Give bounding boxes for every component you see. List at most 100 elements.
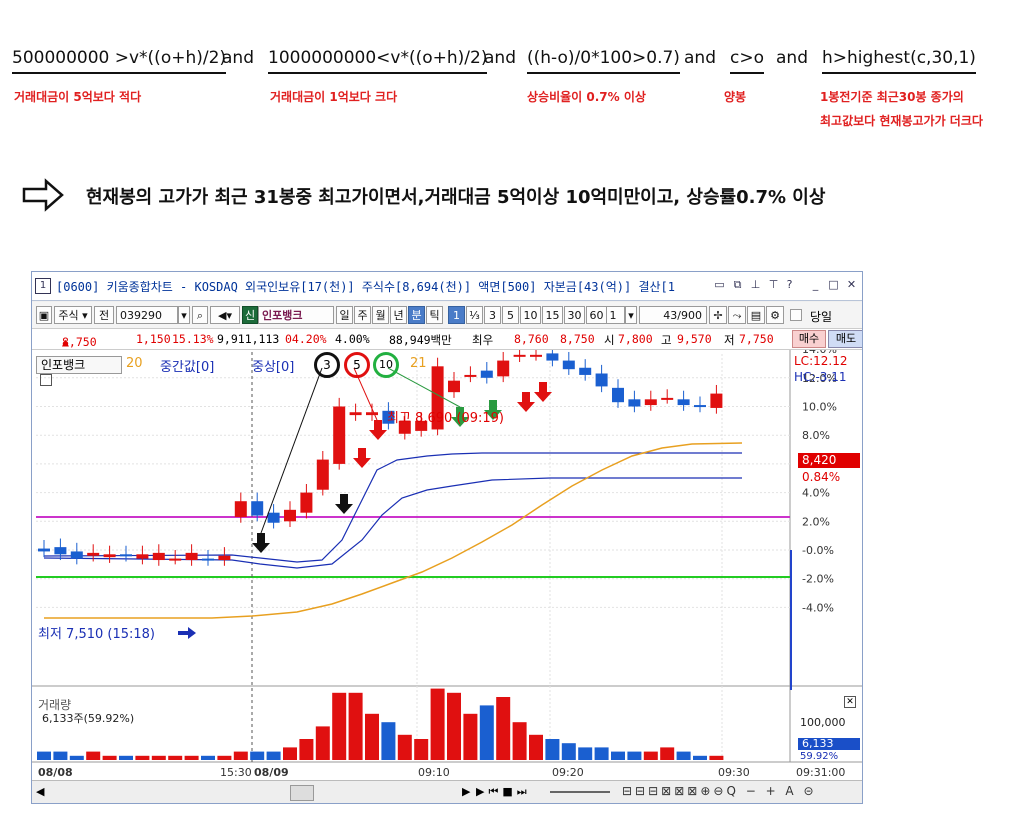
black-down-arrow-icon (252, 533, 270, 553)
period-2[interactable]: 월 (372, 306, 389, 324)
turnover-rate: 4.00% (335, 332, 370, 346)
period-3[interactable]: 년 (390, 306, 407, 324)
minute-60[interactable]: 60 (586, 306, 607, 324)
volume-bar (414, 739, 429, 760)
playback-controls[interactable]: ▶⏮■⏭ (476, 785, 531, 798)
minute-30[interactable]: 30 (564, 306, 585, 324)
speed-slider[interactable] (550, 791, 610, 793)
scroll-right-icon[interactable]: ▶ (462, 785, 471, 798)
scroll-bar[interactable]: ◀ ▶ ▶⏮■⏭ ⊟⊟⊟⊠⊠⊠⊕⊖Q − + A ⊝ (32, 780, 862, 803)
scroll-thumb[interactable] (290, 785, 314, 801)
chart-window: 1 [0600] 키움종합차트 - KOSDAQ 외국인보유[17(천)] 주식… (31, 271, 863, 804)
period-4[interactable]: 분 (408, 306, 425, 324)
close-icon[interactable]: ✕ (846, 278, 857, 291)
volume-bar (37, 751, 51, 760)
maximize-icon[interactable]: □ (828, 278, 839, 291)
minute-15[interactable]: 15 (542, 306, 563, 324)
candle (218, 555, 231, 561)
code-prefix[interactable]: 전 (94, 306, 114, 324)
red-down-arrow-icon (534, 382, 552, 402)
settings-icon[interactable]: ⚙ (766, 306, 784, 324)
count-dropdown-icon[interactable]: ▾ (625, 306, 637, 324)
volume-bar (529, 734, 543, 760)
copy-icon[interactable]: ⧉ (733, 278, 742, 291)
layout-icon[interactable]: ▣ (36, 306, 52, 324)
minute-1[interactable]: 1 (448, 306, 465, 324)
black-down-arrow-icon (335, 494, 353, 514)
and-4: and (776, 48, 808, 68)
minute-10[interactable]: 10 (520, 306, 541, 324)
pin-icon[interactable]: ⊥ (750, 278, 761, 291)
y-tick-label: 14.0% (802, 350, 837, 356)
lower-band-line (43, 477, 742, 569)
period-5[interactable]: 틱 (426, 306, 443, 324)
crosshair-icon[interactable]: ✢ (709, 306, 727, 324)
period-0[interactable]: 일 (336, 306, 353, 324)
minute-3[interactable]: 3 (484, 306, 501, 324)
minute-⅓[interactable]: ⅓ (466, 306, 483, 324)
today-checkbox[interactable] (790, 309, 802, 321)
period-1[interactable]: 주 (354, 306, 371, 324)
candle (152, 552, 165, 561)
trend-icon[interactable]: ⤳ (728, 306, 746, 324)
high-annotation: 최고 8,690 (09:19) (387, 411, 505, 426)
volume-bar (496, 697, 511, 760)
sound-icon[interactable]: ◀▾ (210, 306, 240, 324)
restore-icon[interactable]: ▭ (714, 278, 725, 291)
volume-bar (53, 751, 68, 760)
count-input[interactable]: 43/900 (639, 306, 707, 324)
new-listing-badge: 신 (242, 306, 258, 324)
y-tick-label: 12.0% (802, 372, 837, 385)
candle (169, 558, 182, 561)
volume-bar (693, 755, 707, 760)
window-index[interactable]: 1 (35, 278, 51, 294)
buy-button[interactable]: 매수 (792, 330, 826, 348)
upper-label: 중상[0] (252, 360, 295, 375)
volume-bar (447, 692, 461, 760)
save-icon[interactable]: ▤ (747, 306, 765, 324)
mid-label: 중간값[0] (160, 360, 215, 375)
volume-bar (184, 755, 199, 760)
volume-bar (283, 747, 297, 760)
stock-legend[interactable]: 인포뱅크 (36, 356, 122, 374)
candle (316, 459, 329, 490)
x-tick-label: 08/09 (254, 766, 289, 779)
zoom-tools[interactable]: ⊟⊟⊟⊠⊠⊠⊕⊖Q − + A ⊝ (622, 784, 817, 798)
sell-button[interactable]: 매도 (828, 330, 862, 348)
volume-bar (102, 755, 117, 760)
candle (628, 399, 641, 407)
candle (530, 354, 542, 357)
code-input[interactable]: 039290 (116, 306, 178, 324)
minimize-icon[interactable]: _ (812, 278, 819, 291)
candle (497, 360, 510, 377)
grid-icon[interactable] (40, 374, 52, 386)
push-pin-icon[interactable]: ⊤ (768, 278, 779, 291)
help-icon[interactable]: ? (786, 278, 793, 291)
count-select[interactable]: 1 (601, 306, 625, 324)
red-down-arrow-icon (517, 392, 535, 412)
candlestick-chart[interactable]: 14.0%12.0%10.0%8.0%6.0%4.0%2.0%-0.0%-2.0… (32, 350, 862, 780)
volume-bar (168, 755, 183, 760)
candle (366, 412, 378, 416)
candle (644, 399, 657, 406)
minute-5[interactable]: 5 (502, 306, 519, 324)
condition-4-note: 양봉 (724, 90, 747, 104)
volume-bar (561, 743, 576, 760)
right-arrow-icon (178, 627, 196, 639)
candle (136, 554, 149, 559)
type-select[interactable]: 주식 ▾ (54, 306, 92, 324)
ma-line (44, 442, 743, 619)
x-tick-label: 15:30 (220, 766, 252, 779)
chart-area[interactable]: 14.0%12.0%10.0%8.0%6.0%4.0%2.0%-0.0%-2.0… (32, 350, 862, 787)
search-icon[interactable]: ⌕ (192, 306, 208, 324)
and-1: and (222, 48, 254, 68)
scroll-left-icon[interactable]: ◀ (36, 785, 45, 798)
candle (710, 393, 723, 408)
condition-5: h>highest(c,30,1) (822, 48, 976, 74)
volume: 9,911,113 (217, 332, 280, 346)
panel-close-icon[interactable]: ✕ (844, 696, 856, 708)
code-dropdown-icon[interactable]: ▾ (178, 306, 190, 324)
volume-bar (397, 734, 412, 760)
cw-label: 최우 (472, 333, 494, 347)
red-down-arrow-icon (369, 420, 387, 440)
